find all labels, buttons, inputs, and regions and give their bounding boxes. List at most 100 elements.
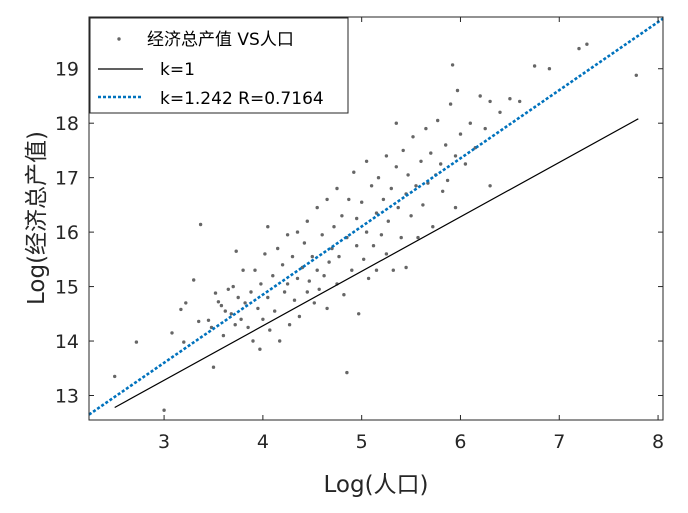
data-point-88 (369, 184, 374, 188)
data-point-121 (441, 189, 445, 193)
data-point-130 (463, 162, 468, 166)
data-point-127 (453, 205, 458, 210)
data-point-141 (547, 67, 552, 71)
y-tick-label-15: 15 (55, 277, 79, 299)
x-tick-label-8: 8 (652, 431, 664, 453)
data-point-38 (268, 328, 272, 332)
data-point-119 (436, 118, 440, 123)
data-point-17 (223, 309, 227, 313)
data-point-42 (278, 339, 282, 343)
data-point-76 (345, 370, 349, 375)
data-point-108 (409, 214, 413, 218)
data-point-29 (251, 339, 255, 343)
data-point-110 (414, 184, 418, 188)
data-point-99 (391, 268, 395, 272)
data-point-114 (424, 126, 428, 131)
x-tick-label-3: 3 (158, 431, 170, 453)
data-point-49 (292, 298, 297, 302)
data-point-56 (305, 219, 309, 223)
y-tick-label-18: 18 (55, 113, 79, 135)
data-point-1 (134, 340, 139, 344)
data-point-123 (445, 178, 450, 183)
data-point-78 (350, 268, 354, 272)
data-point-50 (295, 276, 300, 281)
data-point-95 (384, 252, 389, 256)
data-point-116 (429, 151, 433, 155)
data-point-41 (276, 246, 280, 251)
data-point-6 (184, 301, 188, 305)
data-point-107 (406, 173, 410, 177)
data-point-104 (401, 148, 405, 153)
y-tick-label-16: 16 (55, 222, 79, 244)
data-point-59 (312, 301, 316, 305)
data-point-37 (266, 225, 270, 229)
data-point-131 (468, 121, 472, 125)
data-point-93 (379, 233, 384, 237)
data-point-45 (285, 282, 290, 286)
data-point-73 (340, 214, 344, 218)
data-point-10 (206, 318, 211, 322)
data-point-85 (364, 159, 369, 163)
data-point-96 (384, 154, 389, 158)
data-point-25 (241, 268, 245, 272)
data-point-46 (285, 233, 290, 237)
data-point-87 (366, 276, 371, 281)
data-point-24 (239, 317, 243, 321)
data-point-63 (320, 233, 324, 237)
data-point-9 (198, 222, 203, 227)
data-point-62 (317, 287, 321, 291)
data-point-44 (282, 290, 287, 294)
data-point-143 (585, 42, 589, 46)
data-point-101 (394, 121, 398, 125)
data-point-133 (478, 94, 482, 98)
data-point-47 (287, 323, 292, 327)
data-point-100 (394, 165, 398, 169)
reference-line-k1 (114, 118, 639, 409)
data-point-32 (258, 347, 262, 351)
data-point-4 (179, 307, 183, 312)
data-point-66 (325, 306, 329, 311)
data-point-137 (498, 110, 502, 115)
data-point-79 (352, 170, 356, 174)
data-point-0 (113, 374, 117, 379)
data-point-30 (253, 268, 257, 272)
data-point-35 (263, 252, 267, 256)
data-point-48 (290, 254, 295, 259)
data-point-20 (231, 284, 235, 289)
data-point-2 (162, 408, 166, 412)
data-point-60 (315, 205, 319, 210)
y-tick-label-13: 13 (55, 385, 79, 407)
data-point-120 (439, 162, 443, 166)
data-point-134 (483, 126, 487, 131)
data-point-27 (246, 325, 250, 330)
data-point-92 (376, 176, 381, 180)
legend-label-regression: k=1.242 R=0.7164 (160, 89, 324, 109)
data-point-89 (371, 244, 376, 248)
data-point-54 (302, 241, 307, 245)
x-tick-label-5: 5 (356, 431, 368, 453)
data-point-13 (213, 291, 218, 295)
plot-frame (88, 16, 664, 421)
data-point-14 (216, 300, 221, 304)
data-point-52 (297, 314, 302, 319)
data-point-135 (488, 99, 492, 104)
data-point-112 (419, 159, 423, 163)
data-point-125 (450, 63, 455, 67)
data-point-113 (421, 203, 425, 207)
y-tick-label-14: 14 (55, 331, 79, 353)
data-point-81 (355, 216, 359, 221)
data-point-43 (280, 263, 285, 267)
data-point-128 (455, 88, 460, 93)
data-point-138 (508, 97, 512, 101)
data-point-31 (256, 306, 260, 311)
x-tick-label-4: 4 (257, 431, 269, 453)
legend-label-points: 经济总产值 VS人口 (147, 30, 294, 50)
data-point-3 (170, 331, 174, 335)
data-point-124 (448, 102, 453, 106)
data-point-26 (243, 301, 247, 305)
data-point-61 (315, 268, 319, 272)
data-point-69 (332, 225, 336, 229)
data-point-55 (305, 290, 309, 294)
data-point-23 (236, 295, 240, 300)
